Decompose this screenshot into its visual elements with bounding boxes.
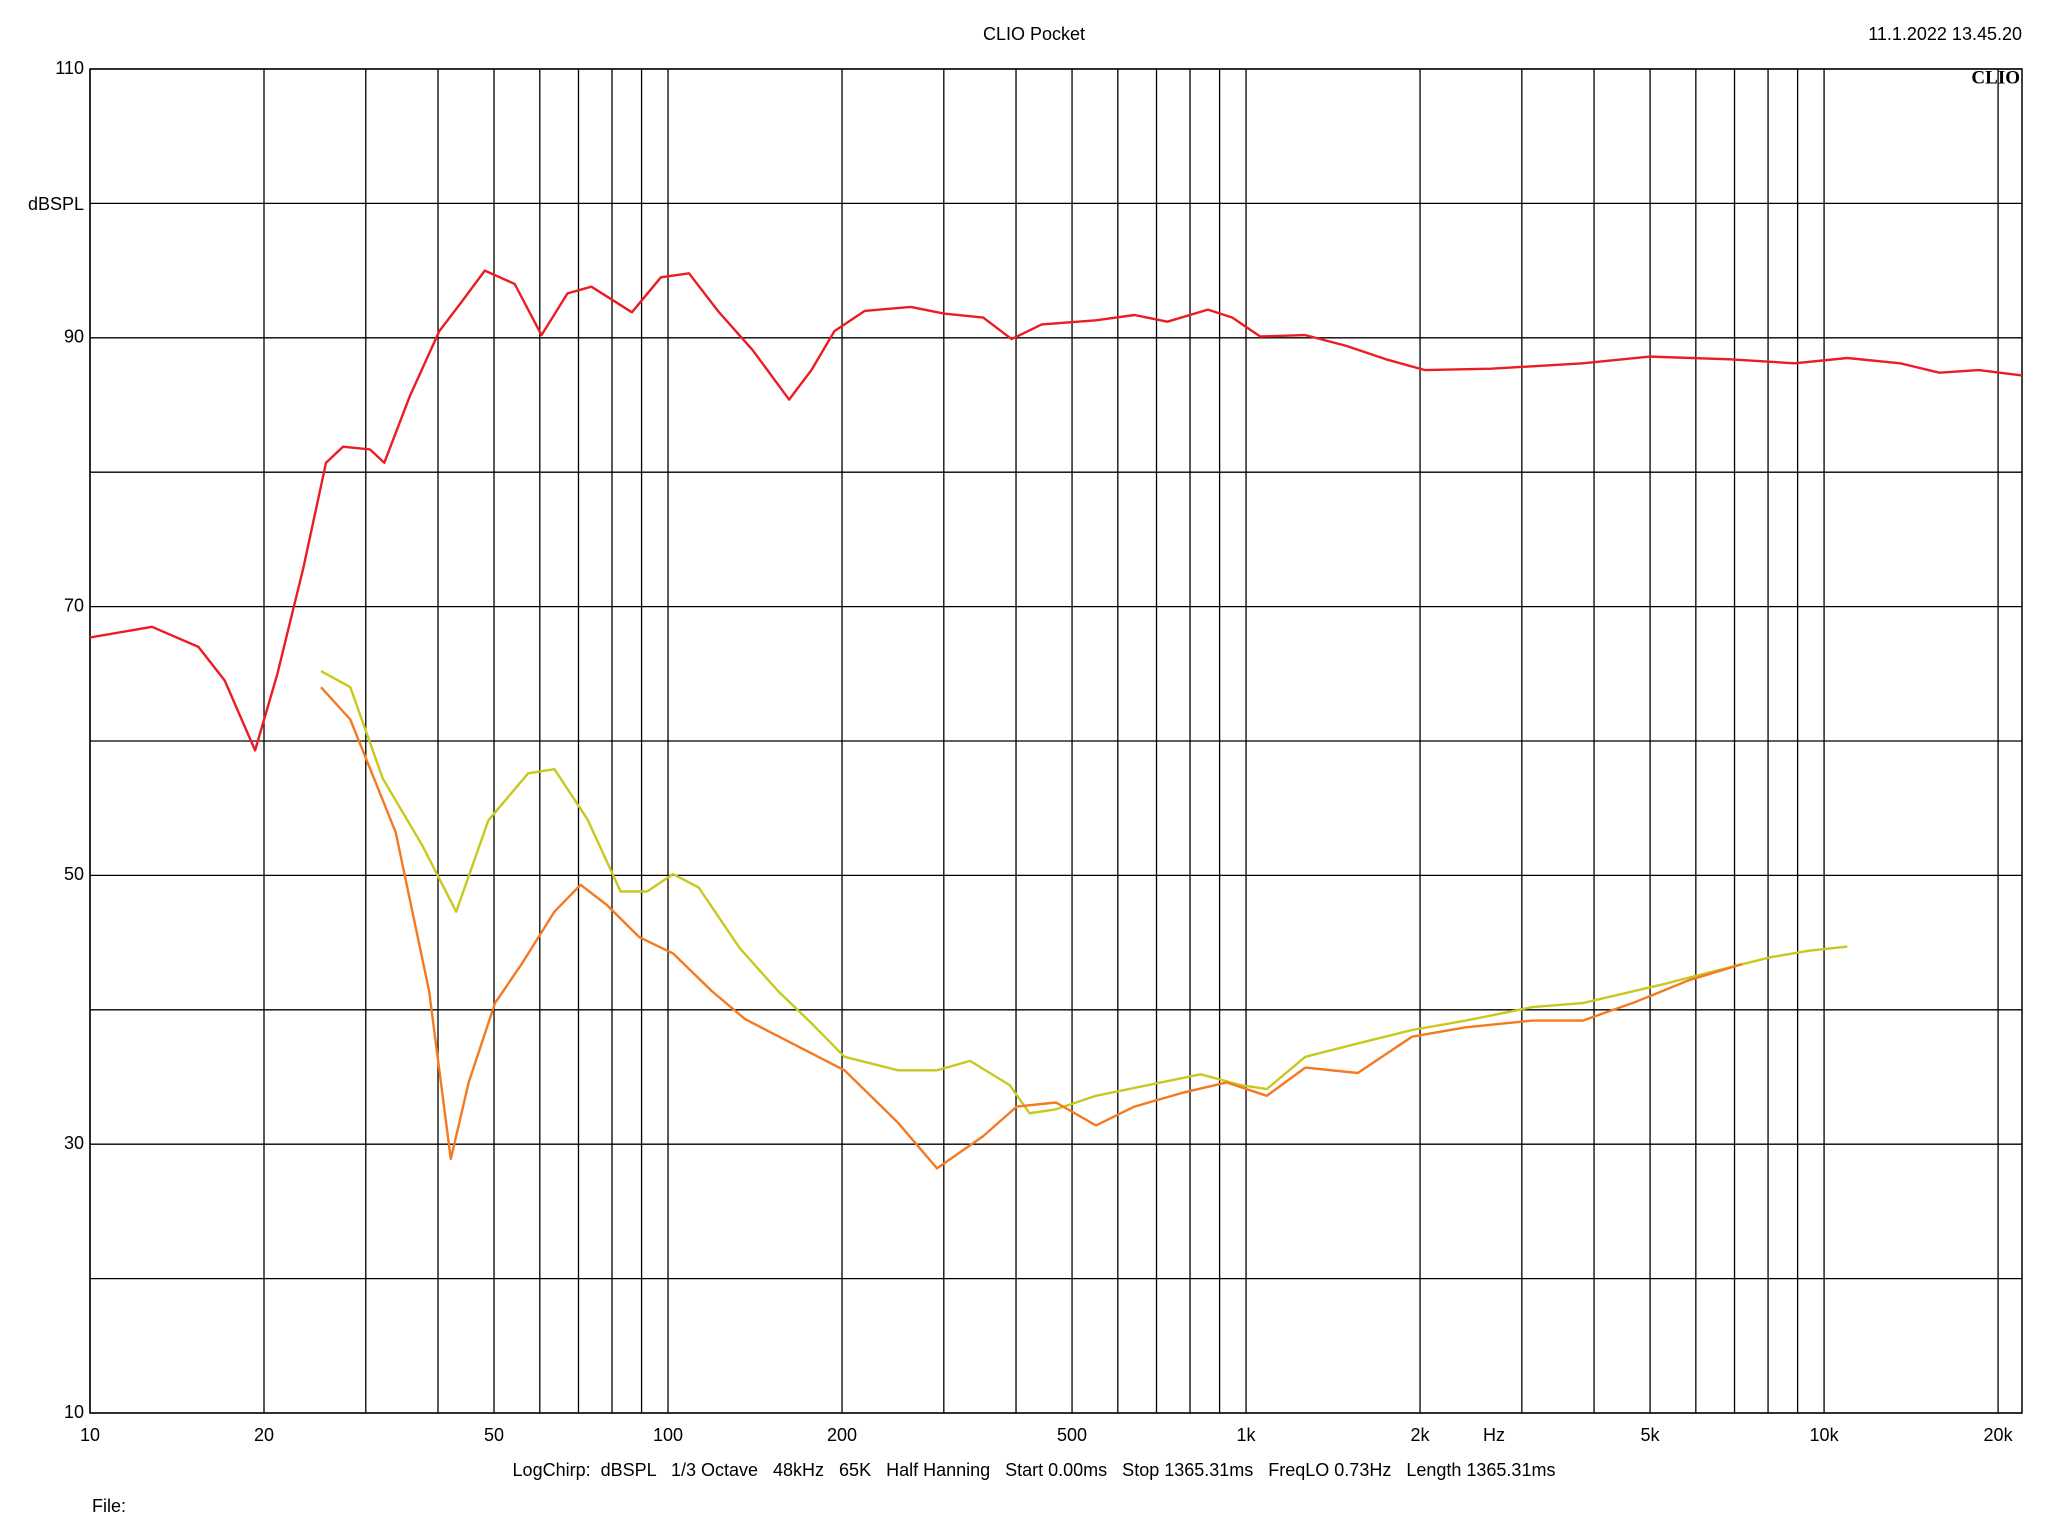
y-tick-label: 30: [64, 1133, 84, 1153]
y-tick-label: 110: [55, 58, 84, 78]
x-tick-label: 100: [653, 1425, 683, 1445]
timestamp: 11.1.2022 13.45.20: [1868, 24, 2022, 44]
y-tick-label: 70: [64, 595, 84, 615]
x-tick-label: 200: [827, 1425, 857, 1445]
x-tick-label: 5k: [1641, 1425, 1661, 1445]
response-curve: [320, 686, 1743, 1170]
x-tick-label: 20: [254, 1425, 274, 1445]
y-tick-label: 50: [64, 864, 84, 884]
x-axis-label: Hz: [1483, 1425, 1505, 1445]
x-tick-label: 10: [80, 1425, 100, 1445]
x-tick-label: 20k: [1984, 1425, 2014, 1445]
response-curve: [89, 269, 2023, 752]
y-tick-label: 10: [64, 1402, 84, 1422]
x-tick-label: 500: [1057, 1425, 1087, 1445]
x-tick-label: 2k: [1411, 1425, 1431, 1445]
footer: LogChirp: dBSPL 1/3 Octave 48kHz 65K Hal…: [513, 1460, 1556, 1480]
plot-frame: [89, 68, 2023, 1414]
y-tick-label: 90: [64, 327, 84, 347]
chart-title: CLIO Pocket: [983, 24, 1085, 44]
file-label: File:: [92, 1496, 126, 1516]
x-tick-label: 1k: [1237, 1425, 1257, 1445]
x-tick-label: 50: [484, 1425, 504, 1445]
response-curve: [320, 670, 1848, 1115]
x-tick-label: 10k: [1810, 1425, 1840, 1445]
logo: CLIO: [1971, 67, 2020, 88]
y-axis-label: dBSPL: [28, 194, 84, 214]
